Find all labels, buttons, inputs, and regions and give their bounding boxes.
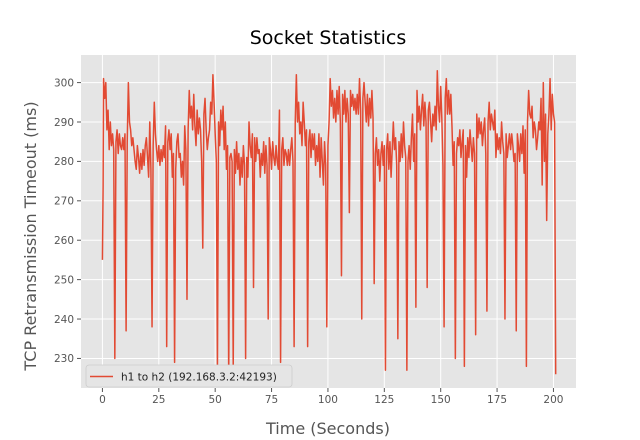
legend-label: h1 to h2 (192.168.3.2:42193) [121,372,277,384]
series-group [101,70,557,379]
legend-box [85,364,293,388]
x-axis-label: Time (Seconds) [265,419,390,438]
y-axis-label: TCP Retransmission Timeout (ms) [21,101,40,371]
x-tick-label: 175 [487,394,507,406]
x-tick-label: 50 [208,394,221,406]
chart-title: Socket Statistics [250,27,407,49]
x-tick-label: 75 [265,394,278,406]
x-axis-ticks: 0 25 50 75 100 125 150 175 200 [99,388,563,406]
x-tick-label: 25 [152,394,165,406]
x-tick-label: 200 [543,394,563,406]
y-tick-label: 300 [54,77,74,89]
y-tick-label: 250 [54,274,74,286]
x-tick-label: 125 [374,394,394,406]
y-tick-label: 280 [54,156,74,168]
legend: h1 to h2 (192.168.3.2:42193) [85,364,293,388]
y-tick-label: 230 [54,353,74,365]
y-tick-label: 290 [54,117,74,129]
x-tick-label: 100 [318,394,338,406]
plot-area [81,55,576,388]
y-tick-label: 270 [54,196,74,208]
x-tick-label: 150 [431,394,451,406]
y-tick-label: 260 [54,235,74,247]
y-axis-ticks: 230 240 250 260 270 280 290 300 [54,77,81,365]
y-tick-label: 240 [54,314,74,326]
x-tick-label: 0 [99,394,106,406]
series-line-0 [101,70,557,379]
